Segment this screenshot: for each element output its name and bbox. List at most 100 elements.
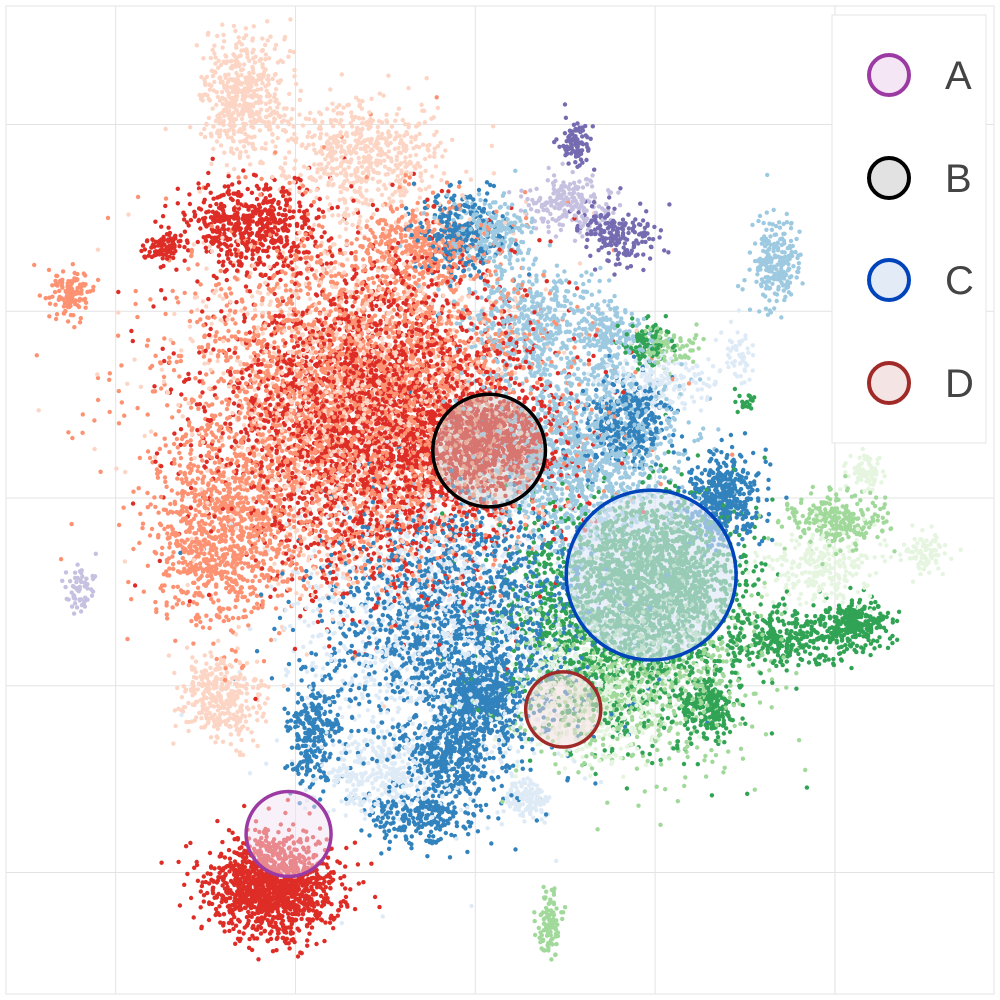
- data-point: [268, 594, 273, 599]
- data-point: [618, 746, 624, 751]
- data-point: [250, 36, 255, 41]
- data-point: [788, 238, 794, 244]
- data-point: [254, 196, 260, 202]
- data-point: [107, 371, 113, 376]
- data-point: [735, 283, 741, 289]
- data-point: [747, 267, 752, 272]
- data-point: [305, 276, 310, 281]
- data-point: [616, 379, 621, 384]
- data-point: [553, 762, 558, 767]
- data-point: [261, 262, 267, 267]
- data-point: [544, 279, 549, 284]
- data-point: [873, 571, 879, 576]
- data-point: [531, 262, 536, 267]
- data-point: [242, 803, 247, 809]
- data-point: [265, 696, 270, 701]
- data-point: [726, 625, 731, 630]
- data-point: [577, 179, 582, 184]
- data-point: [287, 187, 292, 192]
- data-point: [332, 265, 337, 271]
- data-point: [182, 882, 187, 887]
- data-point: [396, 106, 402, 111]
- data-point: [234, 45, 239, 50]
- data-point: [530, 601, 535, 607]
- data-point: [513, 847, 518, 852]
- data-point: [633, 217, 638, 222]
- data-point: [185, 240, 190, 245]
- data-point: [434, 95, 439, 100]
- data-point: [231, 23, 237, 29]
- data-point: [245, 311, 250, 317]
- data-point: [327, 920, 333, 925]
- data-point: [70, 262, 76, 267]
- data-point: [191, 915, 196, 920]
- data-point: [228, 379, 233, 384]
- data-point: [153, 353, 158, 358]
- data-point: [766, 512, 772, 517]
- data-point: [759, 594, 764, 599]
- data-point: [751, 450, 756, 456]
- data-point: [115, 333, 121, 338]
- data-point: [450, 137, 455, 142]
- data-point: [380, 914, 385, 919]
- data-point: [267, 429, 272, 434]
- data-point: [635, 317, 640, 323]
- data-point: [325, 195, 330, 200]
- data-point: [786, 261, 791, 267]
- data-point: [378, 552, 384, 557]
- data-point: [214, 201, 219, 207]
- data-point: [612, 206, 617, 211]
- data-point: [580, 746, 585, 752]
- data-point: [179, 477, 184, 482]
- data-point: [310, 345, 315, 351]
- data-point: [789, 532, 795, 537]
- data-point: [187, 324, 193, 329]
- data-point: [305, 580, 311, 585]
- data-point: [734, 597, 740, 602]
- data-point: [695, 453, 701, 458]
- data-point: [469, 903, 474, 909]
- data-point: [597, 278, 602, 284]
- data-point: [207, 244, 212, 249]
- data-point: [298, 88, 303, 94]
- data-point: [692, 438, 697, 444]
- data-point: [356, 728, 361, 734]
- data-point: [507, 544, 513, 549]
- data-point: [570, 169, 575, 175]
- data-point: [580, 185, 586, 190]
- data-point: [188, 443, 194, 448]
- data-point: [727, 355, 732, 360]
- data-point: [825, 495, 830, 500]
- data-point: [340, 714, 345, 720]
- data-point: [224, 303, 229, 308]
- data-point: [576, 516, 581, 521]
- data-point: [814, 546, 819, 551]
- data-point: [152, 455, 158, 460]
- data-point: [147, 533, 153, 538]
- data-point: [562, 131, 568, 136]
- data-point: [272, 587, 277, 592]
- data-point: [544, 889, 549, 894]
- data-point: [765, 172, 770, 178]
- data-point: [199, 532, 205, 537]
- data-point: [794, 236, 799, 242]
- data-point: [381, 644, 386, 650]
- data-point: [227, 347, 232, 353]
- data-point: [486, 283, 491, 289]
- data-point: [883, 495, 888, 500]
- data-point: [343, 603, 348, 608]
- data-point: [212, 79, 217, 85]
- data-point: [187, 192, 192, 197]
- data-point: [255, 718, 260, 723]
- data-point: [716, 427, 721, 432]
- data-point: [694, 322, 699, 327]
- data-point: [552, 751, 557, 757]
- data-point: [815, 646, 821, 651]
- data-point: [379, 792, 385, 797]
- data-point: [217, 904, 222, 909]
- data-point: [370, 176, 375, 181]
- data-point: [374, 303, 379, 309]
- data-point: [317, 797, 323, 802]
- data-point: [713, 337, 719, 343]
- data-point: [300, 123, 306, 128]
